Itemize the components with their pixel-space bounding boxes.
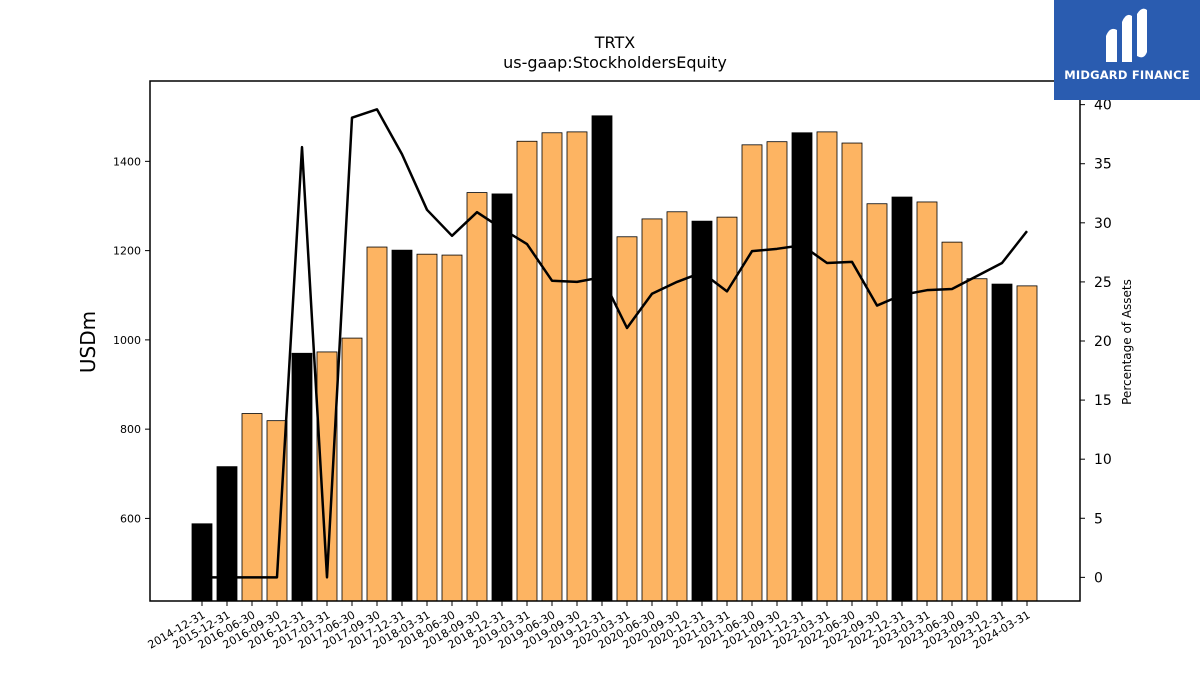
y2-ticks: 0 5 10 15 20 25 30 35 40	[1080, 98, 1112, 586]
bar-2020-09-30	[666, 211, 688, 602]
bar-2016-12-31	[291, 352, 313, 602]
bar-2019-03-31	[516, 140, 538, 602]
x-ticks: 2014-12-312015-12-312016-06-302016-09-30…	[146, 601, 1033, 652]
bar-2022-12-31	[891, 196, 913, 602]
bar-2017-06-30	[341, 337, 363, 602]
y-tick-label: 1000	[113, 334, 141, 347]
logo: MIDGARD FINANCE	[1054, 0, 1200, 100]
bar-2022-09-30	[866, 203, 888, 602]
y2-tick-label: 10	[1094, 452, 1112, 468]
bar-2023-09-30	[966, 278, 988, 602]
chart-subtitle: us-gaap:StockholdersEquity	[503, 53, 727, 72]
bar-2024-03-31	[1016, 285, 1038, 602]
y-tick-label: 600	[120, 512, 141, 525]
line-group	[202, 108, 1028, 579]
bar-2018-03-31	[416, 253, 438, 602]
bar-2023-03-31	[916, 201, 938, 602]
bar-2021-12-31	[791, 132, 813, 602]
bar-2020-06-30	[641, 218, 663, 602]
y2-tick-label: 20	[1094, 334, 1112, 350]
bar-2023-12-31	[991, 283, 1013, 602]
bar-2022-06-30	[841, 142, 863, 602]
bar-2018-12-31	[491, 193, 513, 602]
bar-2018-06-30	[441, 254, 463, 602]
y-tick-label: 1200	[113, 245, 141, 258]
bar-2019-12-31	[591, 115, 613, 602]
bar-2017-12-31	[391, 249, 413, 602]
bars-group	[191, 115, 1038, 602]
bar-2023-06-30	[941, 241, 963, 602]
bar-2021-09-30	[766, 141, 788, 602]
bar-2021-06-30	[741, 144, 763, 602]
bar-2015-12-31	[216, 466, 238, 602]
logo-mark-icon	[1106, 8, 1147, 62]
y2-tick-label: 35	[1094, 157, 1112, 173]
chart-title: TRTX	[594, 33, 636, 52]
bar-2016-06-30	[241, 413, 263, 602]
bar-2019-09-30	[566, 131, 588, 602]
y-tick-label: 1400	[113, 155, 141, 168]
bar-2022-03-31	[816, 131, 838, 602]
bar-2018-09-30	[466, 192, 488, 602]
y-axis-label: USDm	[76, 311, 100, 373]
y2-tick-label: 40	[1094, 98, 1112, 114]
percentage-line	[202, 108, 1028, 579]
logo-text: MIDGARD FINANCE	[1064, 68, 1190, 82]
y2-tick-label: 30	[1094, 216, 1112, 232]
y-tick-label: 800	[120, 423, 141, 436]
y2-tick-label: 15	[1094, 393, 1112, 409]
y2-axis-label: Percentage of Assets	[1120, 279, 1134, 405]
bar-2020-03-31	[616, 236, 638, 602]
y2-tick-label: 0	[1094, 570, 1103, 586]
bar-2019-06-30	[541, 132, 563, 602]
y2-tick-label: 5	[1094, 511, 1103, 527]
bar-2017-09-30	[366, 246, 388, 602]
y-ticks: 600 800 1000 1200 1400	[113, 155, 150, 525]
y2-tick-label: 25	[1094, 275, 1112, 291]
bar-2014-12-31	[191, 523, 213, 602]
bar-2021-03-31	[716, 216, 738, 602]
